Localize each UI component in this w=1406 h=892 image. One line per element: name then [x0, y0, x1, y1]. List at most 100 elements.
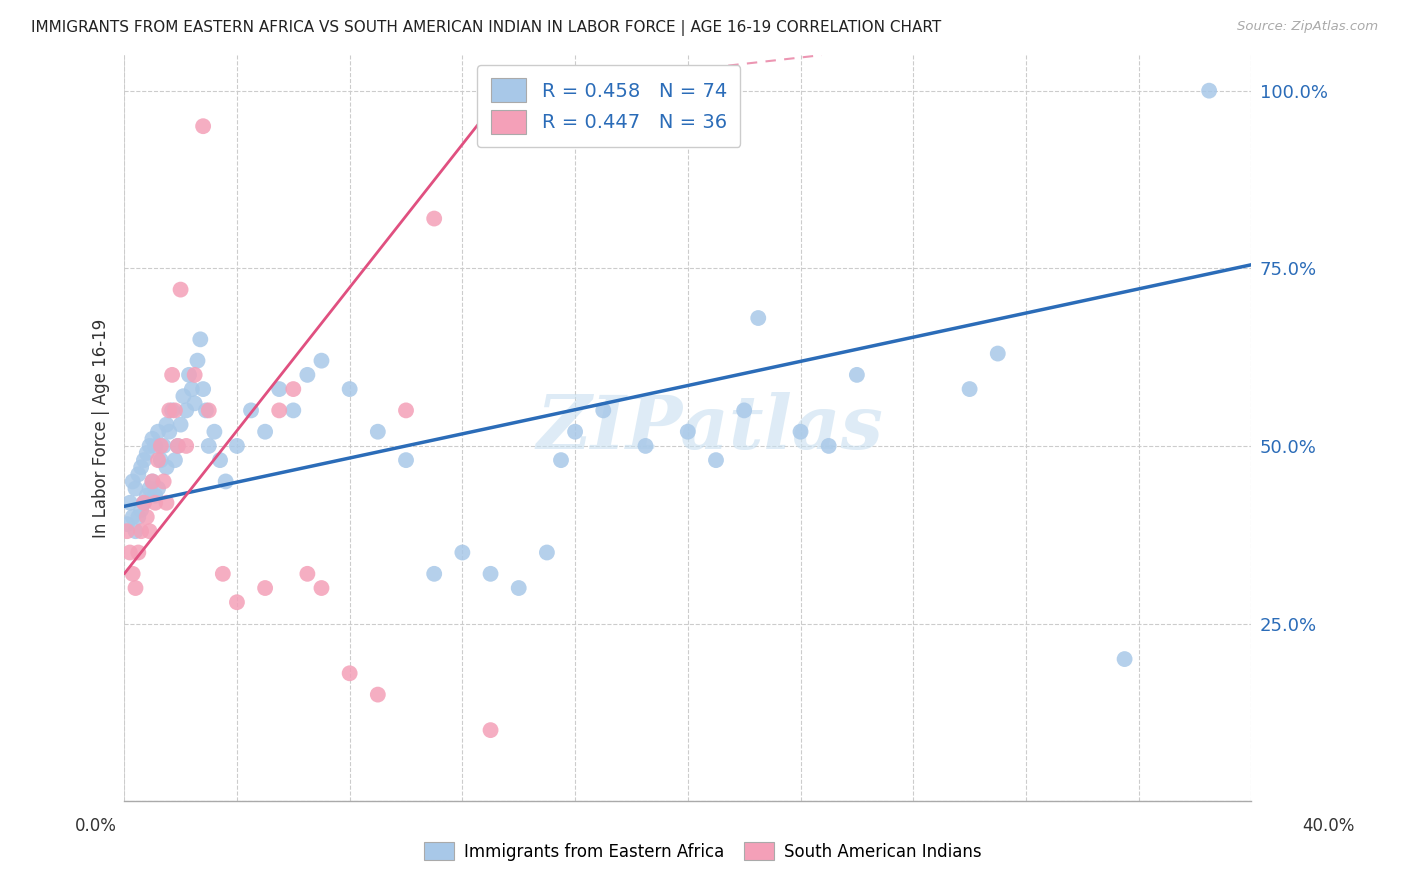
Point	[124, 524, 146, 538]
Point	[564, 425, 586, 439]
Point	[157, 425, 180, 439]
Point	[169, 417, 191, 432]
Point	[143, 496, 166, 510]
Point	[186, 353, 208, 368]
Point	[124, 581, 146, 595]
Point	[194, 403, 217, 417]
Point	[1114, 652, 1136, 666]
Point	[166, 439, 188, 453]
Point	[1198, 84, 1220, 98]
Point	[127, 545, 149, 559]
Text: 0.0%: 0.0%	[75, 817, 117, 835]
Point	[339, 382, 361, 396]
Point	[297, 368, 319, 382]
Point	[132, 496, 155, 510]
Point	[283, 382, 305, 396]
Point	[226, 595, 249, 609]
Point	[174, 439, 197, 453]
Point	[160, 403, 183, 417]
Point	[226, 439, 249, 453]
Point	[733, 403, 755, 417]
Point	[155, 417, 177, 432]
Point	[129, 460, 152, 475]
Point	[169, 283, 191, 297]
Point	[395, 403, 418, 417]
Point	[536, 545, 558, 559]
Point	[129, 524, 152, 538]
Point	[135, 446, 157, 460]
Text: IMMIGRANTS FROM EASTERN AFRICA VS SOUTH AMERICAN INDIAN IN LABOR FORCE | AGE 16-: IMMIGRANTS FROM EASTERN AFRICA VS SOUTH …	[31, 20, 941, 36]
Point	[704, 453, 727, 467]
Point	[127, 510, 149, 524]
Point	[115, 517, 138, 532]
Point	[183, 368, 205, 382]
Point	[141, 475, 163, 489]
Point	[141, 475, 163, 489]
Point	[177, 368, 200, 382]
Point	[817, 439, 839, 453]
Point	[254, 581, 277, 595]
Point	[479, 723, 502, 738]
Point	[423, 211, 446, 226]
Point	[283, 403, 305, 417]
Point	[163, 453, 186, 467]
Point	[141, 432, 163, 446]
Point	[121, 510, 143, 524]
Point	[155, 460, 177, 475]
Point	[311, 353, 333, 368]
Point	[143, 489, 166, 503]
Point	[747, 311, 769, 326]
Legend: R = 0.458   N = 74, R = 0.447   N = 36: R = 0.458 N = 74, R = 0.447 N = 36	[478, 65, 741, 147]
Point	[138, 482, 160, 496]
Point	[183, 396, 205, 410]
Point	[152, 475, 174, 489]
Point	[592, 403, 614, 417]
Point	[676, 425, 699, 439]
Point	[135, 510, 157, 524]
Text: 40.0%: 40.0%	[1302, 817, 1355, 835]
Point	[339, 666, 361, 681]
Point	[188, 332, 211, 346]
Point	[152, 439, 174, 453]
Point	[550, 453, 572, 467]
Point	[127, 467, 149, 482]
Point	[115, 524, 138, 538]
Point	[197, 403, 219, 417]
Point	[479, 566, 502, 581]
Point	[146, 425, 169, 439]
Point	[423, 566, 446, 581]
Point	[146, 453, 169, 467]
Point	[191, 382, 214, 396]
Point	[160, 368, 183, 382]
Point	[121, 475, 143, 489]
Point	[172, 389, 194, 403]
Point	[155, 496, 177, 510]
Point	[143, 439, 166, 453]
Point	[202, 425, 225, 439]
Point	[845, 368, 868, 382]
Point	[118, 545, 141, 559]
Point	[959, 382, 981, 396]
Point	[129, 503, 152, 517]
Point	[132, 453, 155, 467]
Point	[174, 403, 197, 417]
Point	[118, 496, 141, 510]
Point	[149, 439, 172, 453]
Point	[191, 119, 214, 133]
Point	[138, 439, 160, 453]
Point	[367, 425, 389, 439]
Text: Source: ZipAtlas.com: Source: ZipAtlas.com	[1237, 20, 1378, 33]
Point	[269, 403, 291, 417]
Point	[163, 403, 186, 417]
Point	[634, 439, 657, 453]
Point	[124, 482, 146, 496]
Point	[197, 439, 219, 453]
Point	[180, 382, 202, 396]
Point	[146, 482, 169, 496]
Point	[138, 524, 160, 538]
Point	[311, 581, 333, 595]
Point	[215, 475, 238, 489]
Legend: Immigrants from Eastern Africa, South American Indians: Immigrants from Eastern Africa, South Am…	[418, 836, 988, 868]
Point	[132, 496, 155, 510]
Point	[269, 382, 291, 396]
